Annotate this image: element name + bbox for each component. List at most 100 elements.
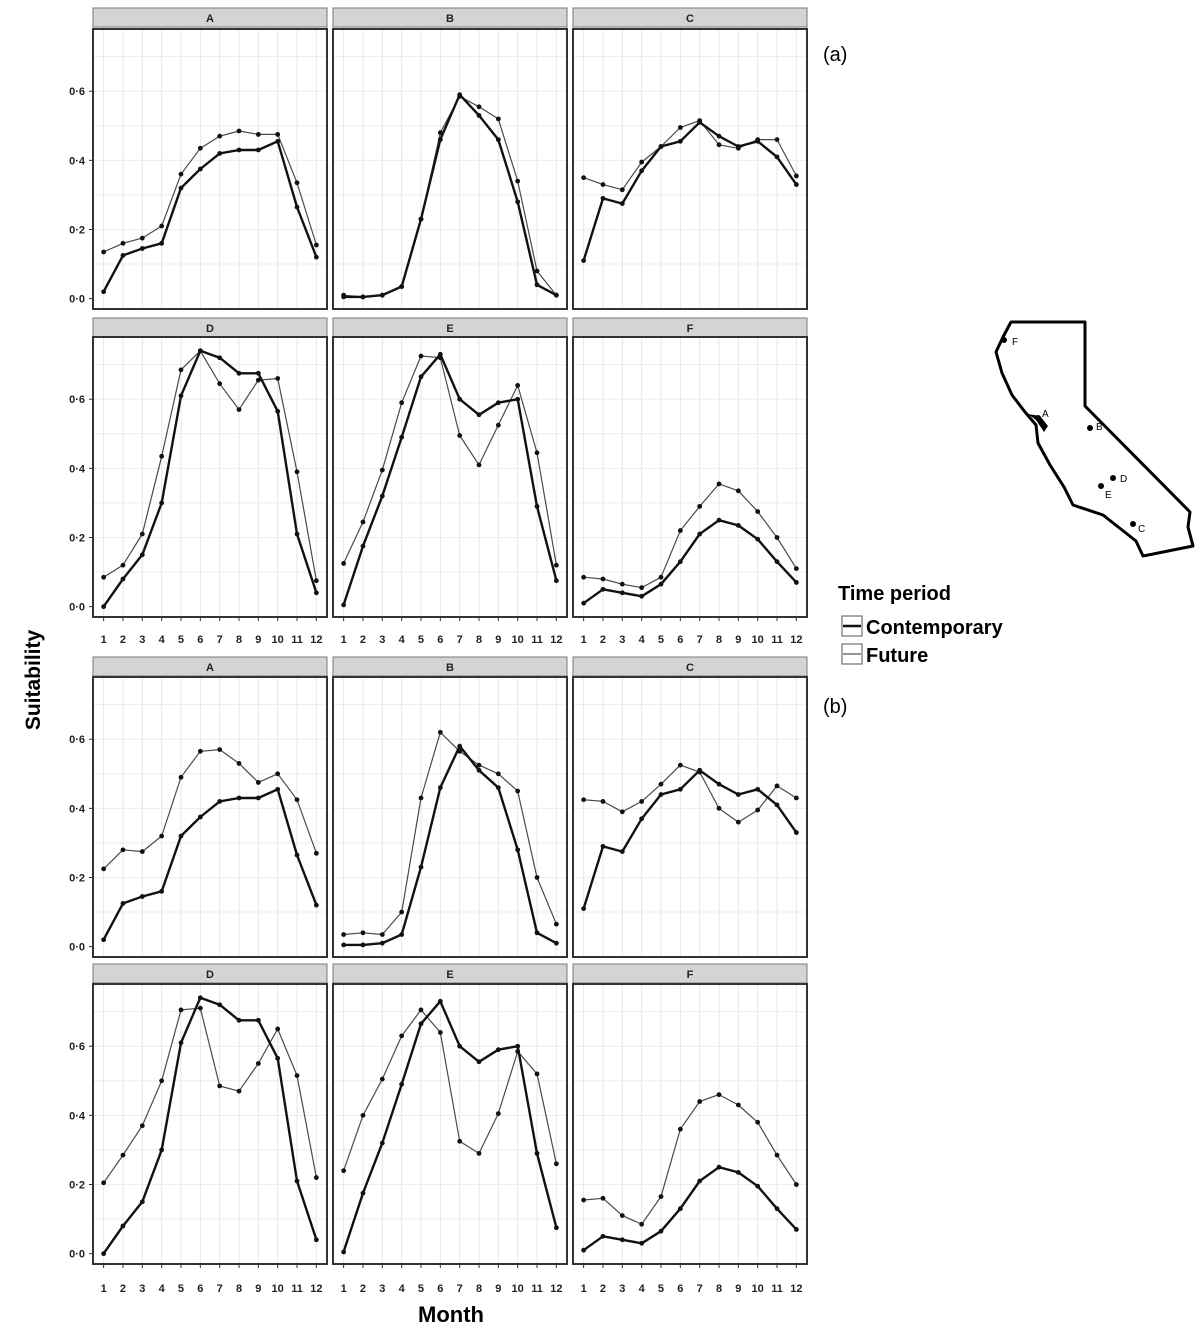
data-point-future xyxy=(581,797,587,803)
data-point-future xyxy=(275,376,281,381)
data-point-contemporary xyxy=(658,792,664,797)
data-point-contemporary xyxy=(658,144,664,149)
data-point-contemporary xyxy=(313,902,319,908)
x-tick-label: 6 xyxy=(437,634,443,646)
data-point-contemporary xyxy=(793,182,799,187)
x-tick-label: 10 xyxy=(272,1283,284,1295)
x-tick-label: 6 xyxy=(677,634,683,646)
data-point-contemporary xyxy=(553,578,559,584)
data-point-future xyxy=(619,1213,625,1219)
data-point-contemporary xyxy=(457,1043,463,1049)
data-point-future xyxy=(534,450,540,456)
data-point-contemporary xyxy=(476,1059,482,1065)
data-point-contemporary xyxy=(178,833,184,839)
facet-b-d: D0·00·20·40·61 2 3 4 5 6 7 8 9 10 11 12 xyxy=(69,963,328,1295)
x-tick-label: 8 xyxy=(476,1283,482,1295)
data-point-future xyxy=(658,574,664,580)
site-map: A B C DE F xyxy=(994,320,1195,558)
data-point-contemporary xyxy=(275,138,281,144)
data-point-future xyxy=(101,1180,107,1186)
data-point-contemporary xyxy=(120,901,126,906)
x-tick-label: 5 xyxy=(418,634,424,646)
x-tick-label: 4 xyxy=(399,634,406,646)
data-point-future xyxy=(197,1005,203,1011)
data-point-future xyxy=(755,509,761,514)
data-point-future xyxy=(457,1138,463,1144)
plot-panel-border xyxy=(332,983,568,1265)
data-point-contemporary xyxy=(581,906,587,912)
site-marker-e xyxy=(1098,483,1104,489)
x-tick-label: 8 xyxy=(716,634,722,646)
facet-strip-label: E xyxy=(446,323,453,335)
data-point-future xyxy=(101,249,107,255)
data-point-future xyxy=(581,574,587,580)
plot-panel xyxy=(93,984,327,1264)
series-line-contemporary xyxy=(343,744,557,947)
data-point-future xyxy=(755,1119,761,1125)
data-point-contemporary xyxy=(418,216,424,222)
facet-b-e: E1 2 3 4 5 6 7 8 9 10 11 12 xyxy=(332,963,568,1295)
data-point-future xyxy=(236,128,242,134)
data-point-contemporary xyxy=(495,400,501,406)
data-point-contemporary xyxy=(697,1178,703,1184)
site-label-a: A xyxy=(1042,409,1049,420)
data-point-future xyxy=(341,1168,347,1174)
data-point-future xyxy=(313,578,319,584)
data-point-future xyxy=(495,116,501,122)
x-tick-label: 7 xyxy=(217,1283,223,1295)
data-point-contemporary xyxy=(379,1140,385,1146)
data-point-contemporary xyxy=(639,593,645,599)
facet-a-c: C xyxy=(572,7,808,310)
data-point-future xyxy=(639,1221,645,1227)
data-point-future xyxy=(600,1195,606,1201)
y-tick-label: 0·2 xyxy=(69,532,85,544)
data-point-contemporary xyxy=(774,802,780,808)
x-tick-label: 3 xyxy=(379,1283,385,1295)
data-point-contemporary xyxy=(495,137,501,143)
data-point-contemporary xyxy=(639,1240,645,1246)
data-point-contemporary xyxy=(600,843,606,849)
data-point-future xyxy=(178,171,184,177)
facet-a-b: B xyxy=(332,7,568,310)
data-point-future xyxy=(120,1152,126,1158)
data-point-contemporary xyxy=(418,1021,424,1027)
series-line-future xyxy=(343,731,557,936)
data-point-contemporary xyxy=(581,600,587,606)
x-tick-label: 8 xyxy=(236,634,242,646)
x-tick-label: 11 xyxy=(531,634,543,646)
plot-panel-border xyxy=(92,676,328,958)
series-line-contemporary xyxy=(582,121,798,261)
x-tick-label: 2 xyxy=(120,1283,126,1295)
data-point-contemporary xyxy=(360,1190,366,1196)
legend-label-future: Future xyxy=(866,645,928,667)
data-point-contemporary xyxy=(437,137,443,143)
data-point-future xyxy=(341,932,347,937)
series-line-contemporary xyxy=(102,349,318,608)
data-point-contemporary xyxy=(755,138,761,144)
series-line-future xyxy=(103,130,317,253)
data-point-contemporary xyxy=(677,138,683,144)
series-line-contemporary xyxy=(102,996,318,1255)
data-point-future xyxy=(294,1073,300,1079)
x-tick-label: 9 xyxy=(735,1283,741,1295)
data-point-contemporary xyxy=(457,396,463,402)
data-point-future xyxy=(178,1007,184,1013)
bay-area-shape xyxy=(1028,414,1048,432)
x-tick-label: 12 xyxy=(310,634,322,646)
data-point-contemporary xyxy=(774,559,780,565)
data-point-future xyxy=(139,531,145,537)
data-point-contemporary xyxy=(619,849,625,854)
facet-a-a: A 0·0 0·2 0·4 0·6 xyxy=(69,7,328,310)
data-point-future xyxy=(495,771,501,777)
plot-panel-border xyxy=(572,336,808,618)
site-label-f: F xyxy=(1012,337,1018,348)
x-tick-label: 9 xyxy=(255,1283,261,1295)
data-point-future xyxy=(178,774,184,780)
series-line-contemporary xyxy=(582,1165,798,1252)
data-point-contemporary xyxy=(236,370,242,376)
data-point-future xyxy=(639,585,645,591)
x-tick-label: 3 xyxy=(619,634,625,646)
data-point-contemporary xyxy=(418,864,424,870)
data-point-future xyxy=(755,807,761,813)
plot-panel xyxy=(573,984,807,1264)
